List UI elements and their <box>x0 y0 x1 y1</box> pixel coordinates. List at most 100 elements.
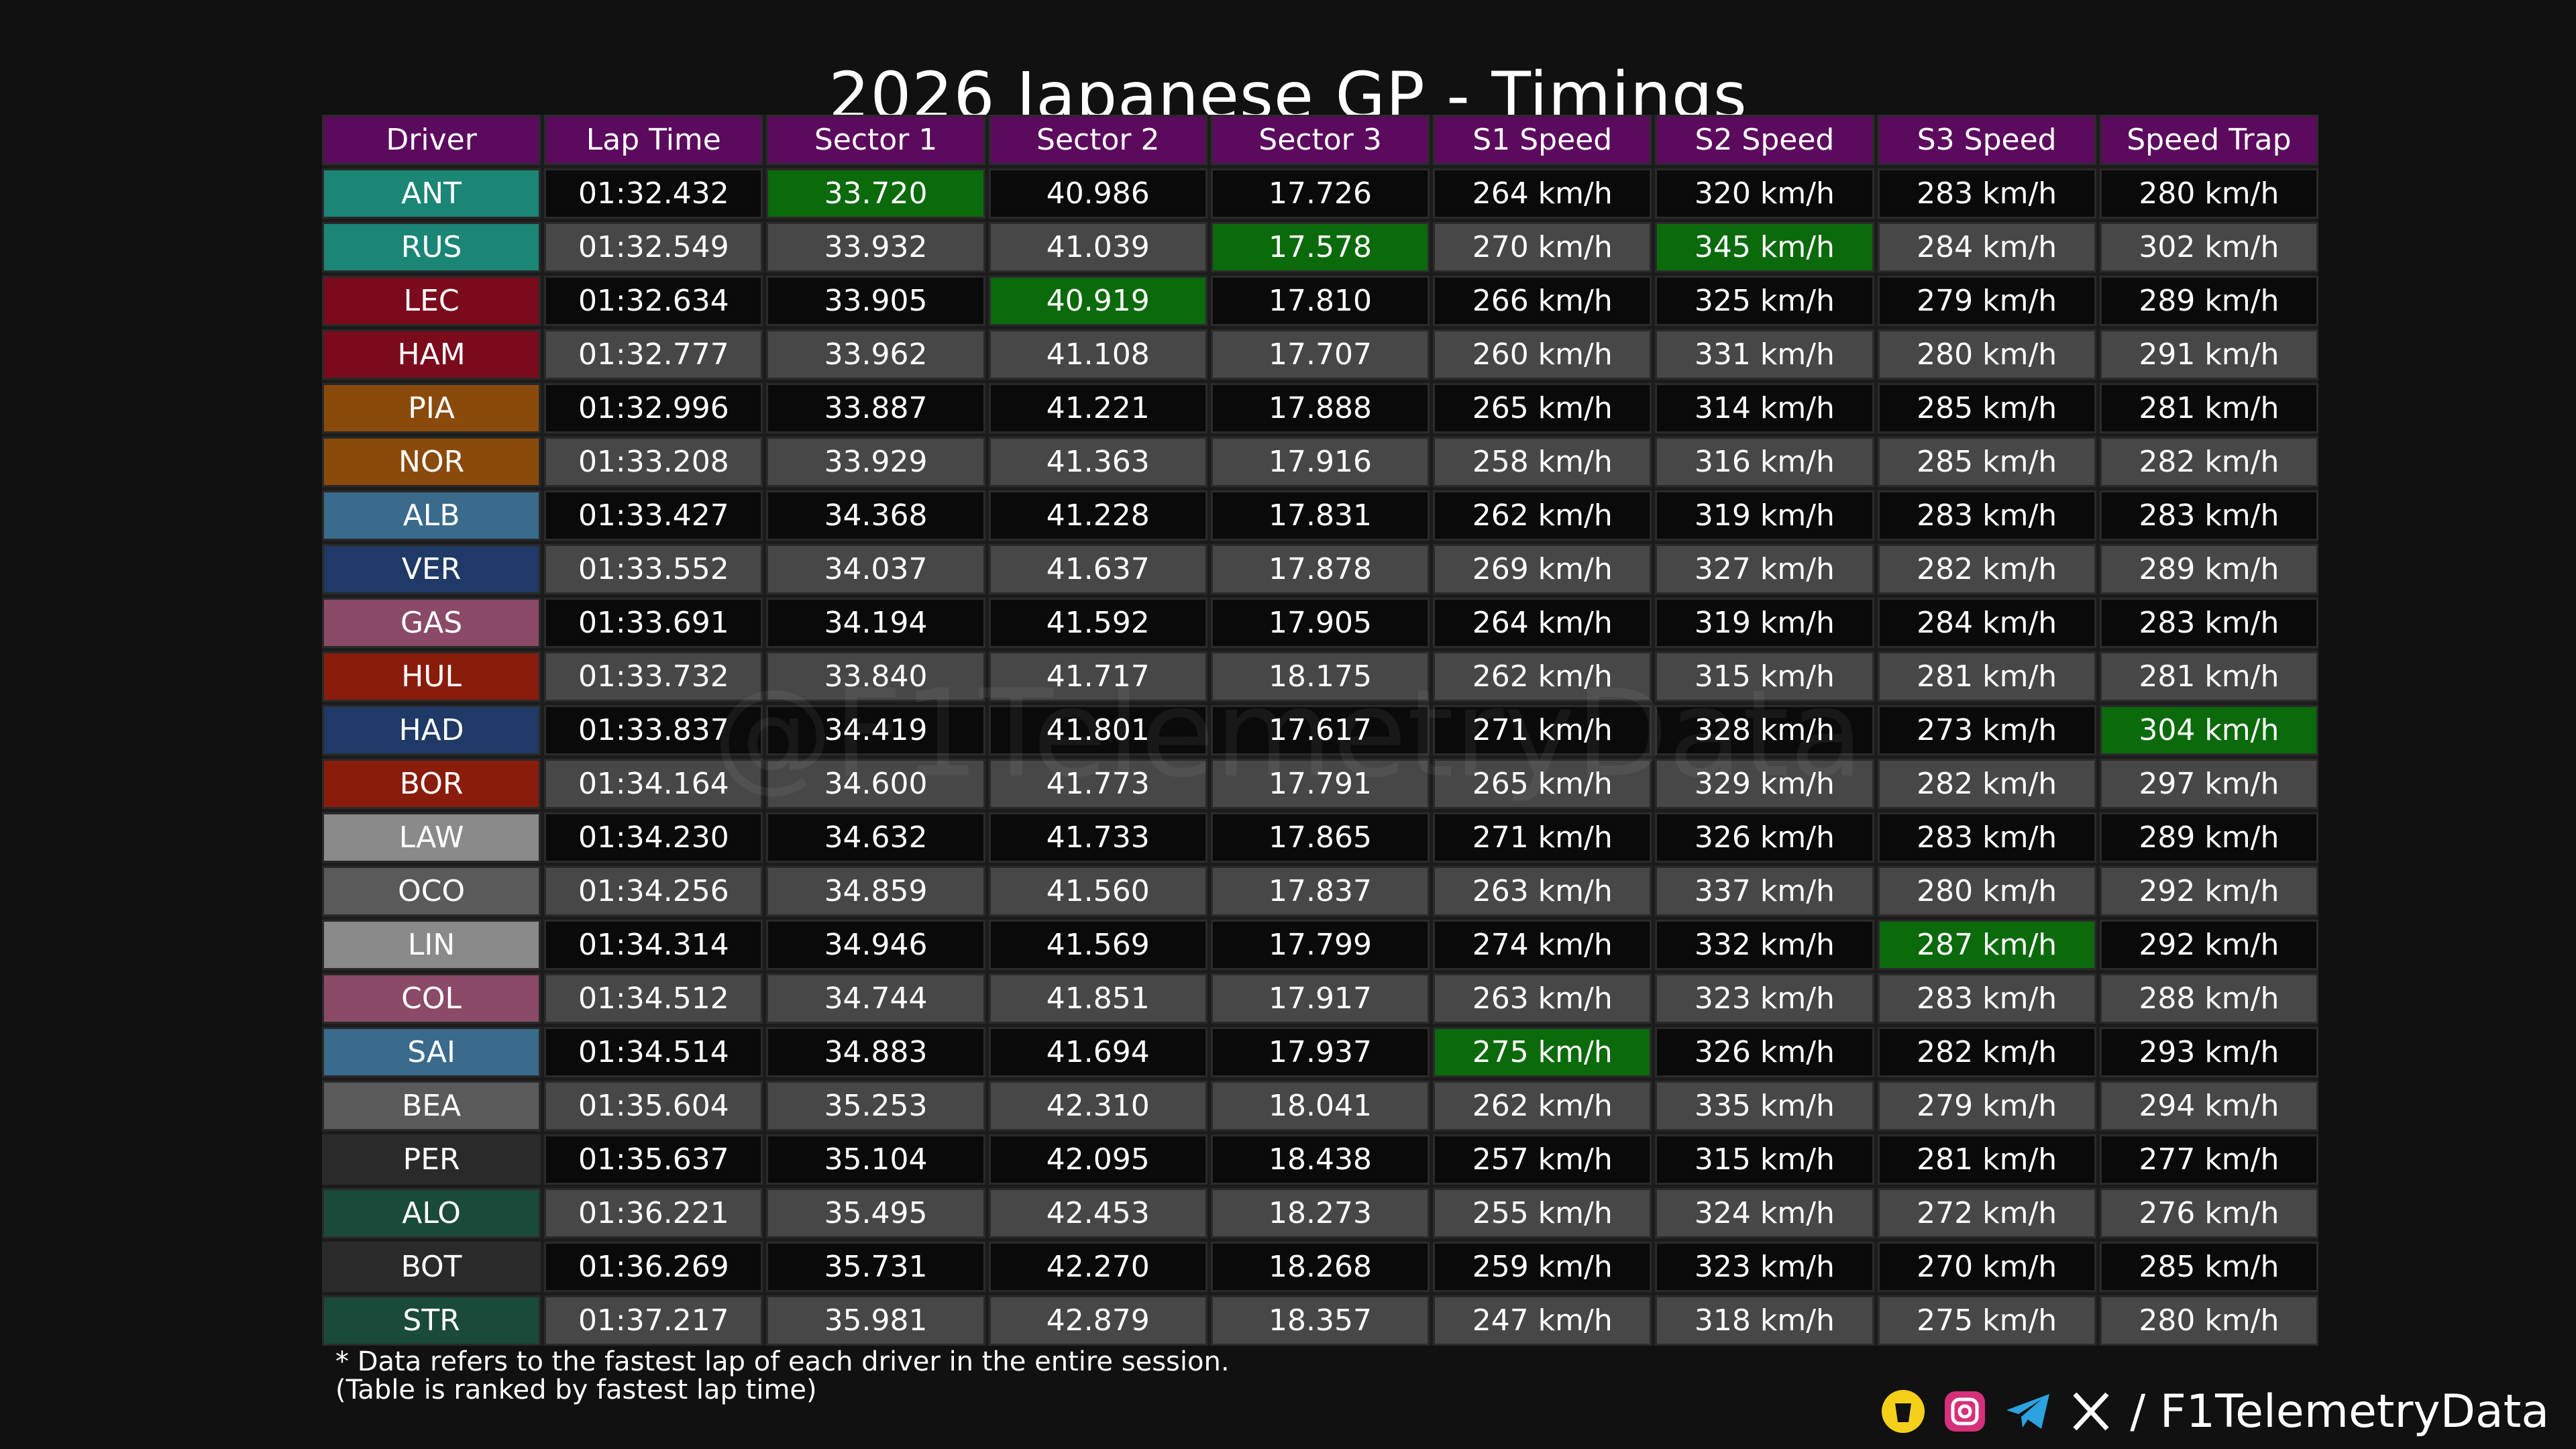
data-cell: 41.851 <box>988 973 1208 1024</box>
data-cell: 33.932 <box>766 222 985 272</box>
data-cell: 279 km/h <box>1877 276 2096 326</box>
data-cell: 17.617 <box>1210 705 1430 755</box>
data-cell: 17.837 <box>1210 866 1430 916</box>
header-cell: S2 Speed <box>1655 115 1874 165</box>
driver-cell: ALO <box>322 1188 541 1238</box>
data-cell: 345 km/h <box>1655 222 1874 272</box>
data-cell: 284 km/h <box>1877 598 2096 648</box>
data-cell: 265 km/h <box>1433 759 1652 809</box>
data-cell: 288 km/h <box>2099 973 2318 1024</box>
data-cell: 17.865 <box>1210 812 1430 863</box>
data-cell: 269 km/h <box>1433 544 1652 594</box>
data-cell: 325 km/h <box>1655 276 1874 326</box>
data-cell: 320 km/h <box>1655 168 1874 219</box>
icon-x[interactable] <box>2068 1389 2114 1434</box>
data-cell: 281 km/h <box>2099 651 2318 702</box>
data-cell: 270 km/h <box>1433 222 1652 272</box>
header-cell: Lap Time <box>544 115 763 165</box>
data-cell: 323 km/h <box>1655 973 1874 1024</box>
driver-cell: LIN <box>322 920 541 970</box>
icon-instagram[interactable] <box>1942 1389 1988 1434</box>
driver-cell: GAS <box>322 598 541 648</box>
data-cell: 271 km/h <box>1433 705 1652 755</box>
data-cell: 17.810 <box>1210 276 1430 326</box>
data-cell: 40.919 <box>988 276 1208 326</box>
data-cell: 18.273 <box>1210 1188 1430 1238</box>
data-cell: 01:33.427 <box>544 490 763 541</box>
data-cell: 283 km/h <box>2099 490 2318 541</box>
data-cell: 42.453 <box>988 1188 1208 1238</box>
data-cell: 326 km/h <box>1655 812 1874 863</box>
driver-cell: LEC <box>322 276 541 326</box>
data-cell: 271 km/h <box>1433 812 1652 863</box>
data-cell: 327 km/h <box>1655 544 1874 594</box>
data-cell: 326 km/h <box>1655 1027 1874 1077</box>
data-cell: 34.600 <box>766 759 985 809</box>
footnote: (Table is ranked by fastest lap time) <box>335 1375 817 1405</box>
data-cell: 01:35.637 <box>544 1134 763 1185</box>
data-cell: 41.228 <box>988 490 1208 541</box>
data-cell: 41.039 <box>988 222 1208 272</box>
data-cell: 34.859 <box>766 866 985 916</box>
data-cell: 283 km/h <box>1877 490 2096 541</box>
data-cell: 01:32.549 <box>544 222 763 272</box>
footnote: * Data refers to the fastest lap of each… <box>335 1346 1230 1377</box>
icon-bmc[interactable] <box>1880 1389 1926 1434</box>
data-cell: 17.791 <box>1210 759 1430 809</box>
driver-cell: STR <box>322 1295 541 1346</box>
data-cell: 285 km/h <box>1877 437 2096 487</box>
driver-cell: HAD <box>322 705 541 755</box>
data-cell: 41.560 <box>988 866 1208 916</box>
data-cell: 289 km/h <box>2099 276 2318 326</box>
data-cell: 287 km/h <box>1877 920 2096 970</box>
handle: / F1TelemetryData <box>2130 1385 2549 1438</box>
data-cell: 01:33.208 <box>544 437 763 487</box>
driver-cell: OCO <box>322 866 541 916</box>
data-cell: 17.578 <box>1210 222 1430 272</box>
data-cell: 315 km/h <box>1655 651 1874 702</box>
data-cell: 17.878 <box>1210 544 1430 594</box>
data-cell: 34.368 <box>766 490 985 541</box>
data-cell: 273 km/h <box>1877 705 2096 755</box>
data-cell: 283 km/h <box>2099 598 2318 648</box>
driver-cell: LAW <box>322 812 541 863</box>
data-cell: 42.310 <box>988 1081 1208 1131</box>
data-cell: 41.717 <box>988 651 1208 702</box>
data-cell: 18.438 <box>1210 1134 1430 1185</box>
data-cell: 41.221 <box>988 383 1208 433</box>
data-cell: 42.270 <box>988 1242 1208 1292</box>
icon-telegram[interactable] <box>2004 1389 2052 1434</box>
data-cell: 297 km/h <box>2099 759 2318 809</box>
data-cell: 294 km/h <box>2099 1081 2318 1131</box>
data-cell: 319 km/h <box>1655 490 1874 541</box>
data-cell: 282 km/h <box>1877 759 2096 809</box>
data-cell: 279 km/h <box>1877 1081 2096 1131</box>
data-cell: 292 km/h <box>2099 920 2318 970</box>
data-cell: 270 km/h <box>1877 1242 2096 1292</box>
data-cell: 318 km/h <box>1655 1295 1874 1346</box>
data-cell: 262 km/h <box>1433 490 1652 541</box>
data-cell: 265 km/h <box>1433 383 1652 433</box>
header-cell: S3 Speed <box>1877 115 2096 165</box>
data-cell: 01:34.164 <box>544 759 763 809</box>
data-cell: 281 km/h <box>2099 383 2318 433</box>
data-cell: 283 km/h <box>1877 168 2096 219</box>
data-cell: 258 km/h <box>1433 437 1652 487</box>
data-cell: 17.799 <box>1210 920 1430 970</box>
data-cell: 328 km/h <box>1655 705 1874 755</box>
data-cell: 01:36.269 <box>544 1242 763 1292</box>
data-cell: 291 km/h <box>2099 329 2318 380</box>
header-cell: S1 Speed <box>1433 115 1652 165</box>
data-cell: 41.363 <box>988 437 1208 487</box>
data-cell: 280 km/h <box>1877 866 2096 916</box>
data-cell: 316 km/h <box>1655 437 1874 487</box>
data-cell: 33.887 <box>766 383 985 433</box>
data-cell: 293 km/h <box>2099 1027 2318 1077</box>
data-cell: 262 km/h <box>1433 1081 1652 1131</box>
driver-cell: PER <box>322 1134 541 1185</box>
data-cell: 281 km/h <box>1877 1134 2096 1185</box>
data-cell: 34.419 <box>766 705 985 755</box>
data-cell: 264 km/h <box>1433 168 1652 219</box>
data-cell: 42.095 <box>988 1134 1208 1185</box>
data-cell: 274 km/h <box>1433 920 1652 970</box>
